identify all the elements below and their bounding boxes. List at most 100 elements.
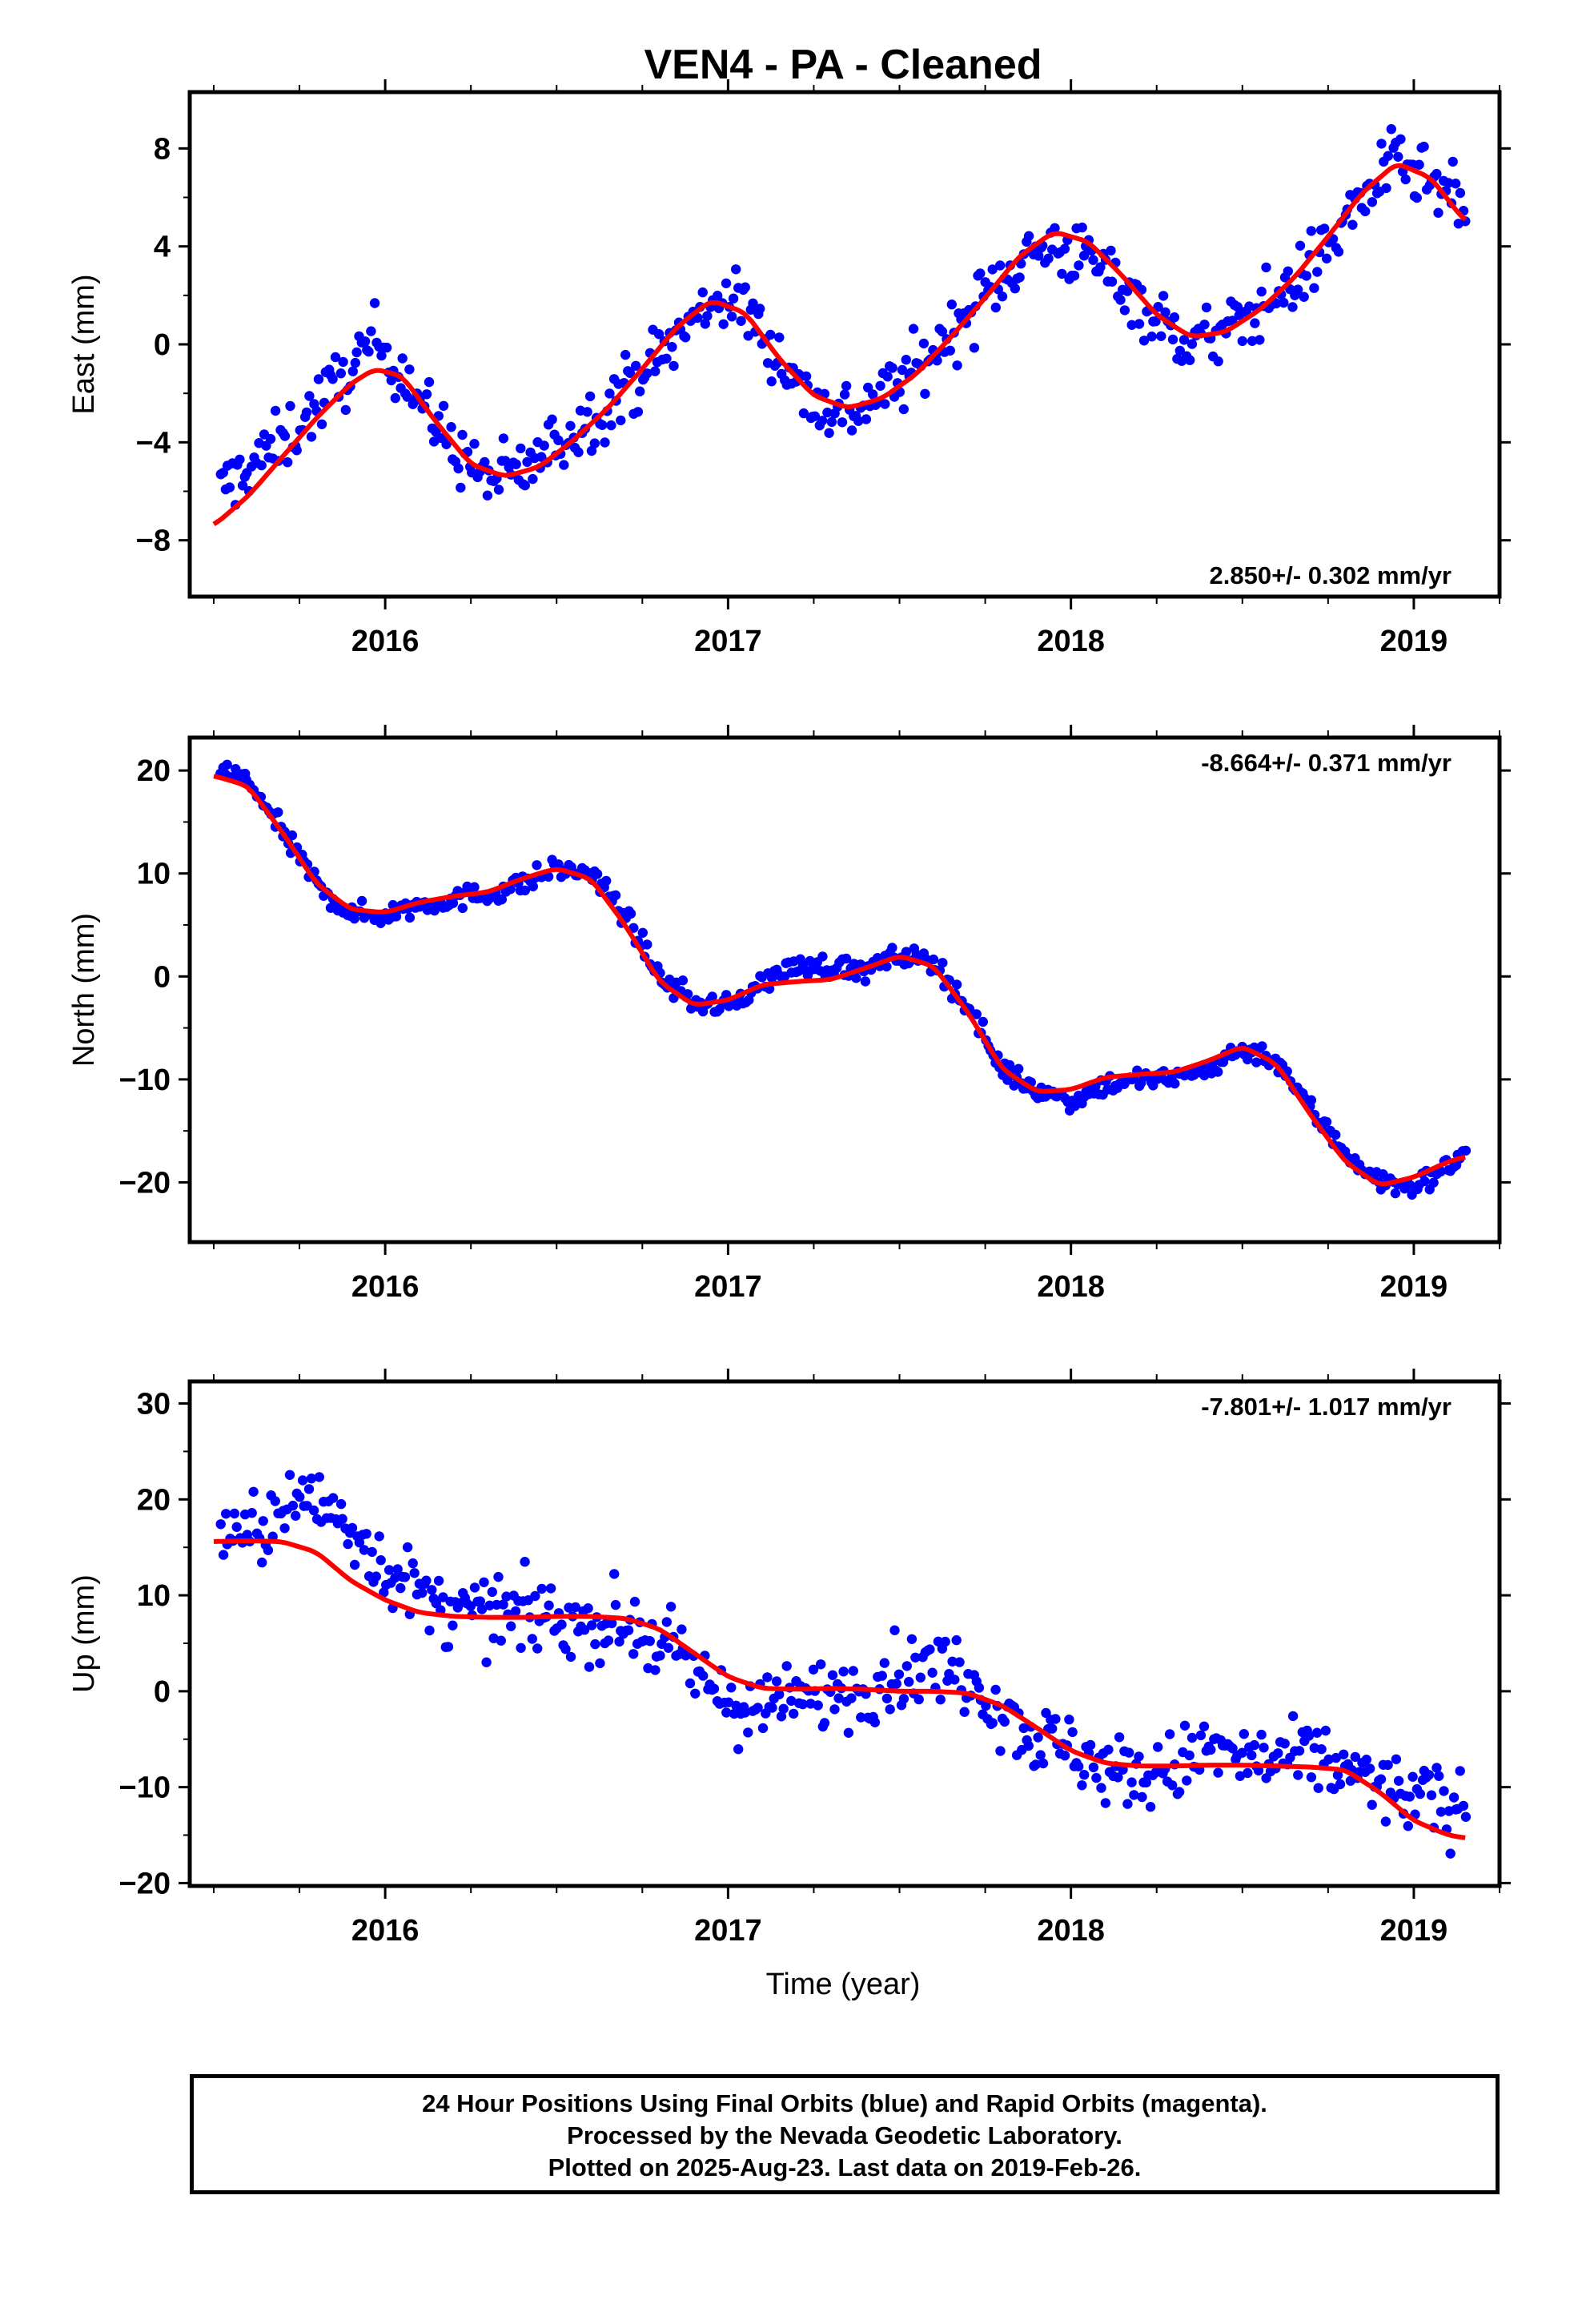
data-point [1074,260,1084,271]
data-point [1088,255,1098,265]
data-point [733,1744,744,1755]
data-point [1333,247,1344,257]
data-point [218,1550,229,1560]
data-point [337,1514,347,1524]
data-point [397,353,408,364]
data-point [1213,356,1223,367]
x-tick-label: 2017 [694,625,762,658]
data-point [1088,1762,1099,1773]
data-point [1253,1765,1264,1776]
data-point [757,1723,769,1734]
data-point [481,1657,492,1667]
data-point [270,1496,280,1506]
data-point [570,1602,580,1613]
data-point [959,1707,970,1717]
data-point [932,356,942,366]
data-point [901,947,912,957]
data-point [383,1565,395,1575]
data-point [610,1599,621,1610]
data-point [987,1718,998,1728]
footer-line-3: Plotted on 2025-Aug-23. Last data on 201… [548,2153,1142,2181]
data-point [1443,178,1454,188]
data-point [457,903,468,914]
data-point [762,1672,773,1683]
data-point [532,860,542,870]
data-point [1126,320,1137,330]
data-point [417,1587,428,1598]
data-point [448,898,459,908]
data-point [559,460,569,470]
data-point [789,1708,799,1719]
data-point [1059,243,1070,254]
data-point [229,1508,240,1519]
data-point [359,336,371,347]
data-point [1414,159,1424,170]
y-axis-label: Up (mm) [67,1574,101,1693]
data-point [1303,1731,1315,1741]
data-point [597,420,608,430]
data-point [1179,1720,1191,1731]
data-point [631,360,641,371]
data-point [642,368,652,379]
points-layer [215,759,1472,1200]
data-point [1174,1787,1185,1797]
data-point [1184,1750,1195,1761]
data-point [1332,1770,1343,1780]
data-point [1096,1783,1106,1793]
data-point [304,391,315,401]
data-point [1256,1729,1267,1740]
data-point [1279,297,1289,308]
data-point [685,1678,696,1689]
data-point [946,300,958,310]
data-point [1201,302,1212,313]
data-point [624,368,636,378]
data-point [1134,319,1145,329]
data-point [402,1542,413,1553]
rate-annotation: -7.801+/- 1.017 mm/yr [1201,1393,1452,1421]
data-point [736,316,746,326]
data-point [270,405,281,416]
data-point [603,1635,614,1646]
data-point [284,1470,295,1481]
data-point [516,443,526,454]
data-point [898,404,909,415]
data-point [1034,251,1044,261]
data-point [601,875,612,887]
data-point [1186,1732,1198,1743]
data-point [918,338,930,349]
data-point [901,355,912,365]
data-point [650,1665,661,1675]
data-point [1321,1116,1332,1128]
data-point [952,360,962,371]
data-point [1091,1772,1102,1783]
data-point [408,1558,418,1569]
data-point [306,432,317,442]
data-point [361,1529,371,1539]
data-point [366,326,376,336]
data-point [283,457,293,468]
data-point [1331,1129,1341,1140]
data-point [879,1658,890,1668]
data-point [1411,192,1423,203]
data-point [1331,1752,1342,1763]
data-point [898,1694,909,1704]
data-point [1431,1763,1442,1773]
data-point [582,407,592,417]
data-point [297,1475,308,1486]
data-point [1451,179,1461,189]
data-point [910,1652,921,1663]
data-point [343,1538,353,1550]
data-point [1256,286,1267,297]
data-point [1050,223,1060,233]
data-point [1195,1730,1207,1741]
x-tick-label: 2016 [351,1914,420,1948]
data-point [469,439,480,449]
y-tick-label: 0 [154,1675,171,1709]
data-point [1250,318,1260,328]
data-point [1255,335,1265,345]
data-point [817,951,828,962]
data-point [999,1716,1010,1727]
data-point [822,407,833,418]
data-point [287,1500,299,1511]
data-point [661,1617,672,1627]
